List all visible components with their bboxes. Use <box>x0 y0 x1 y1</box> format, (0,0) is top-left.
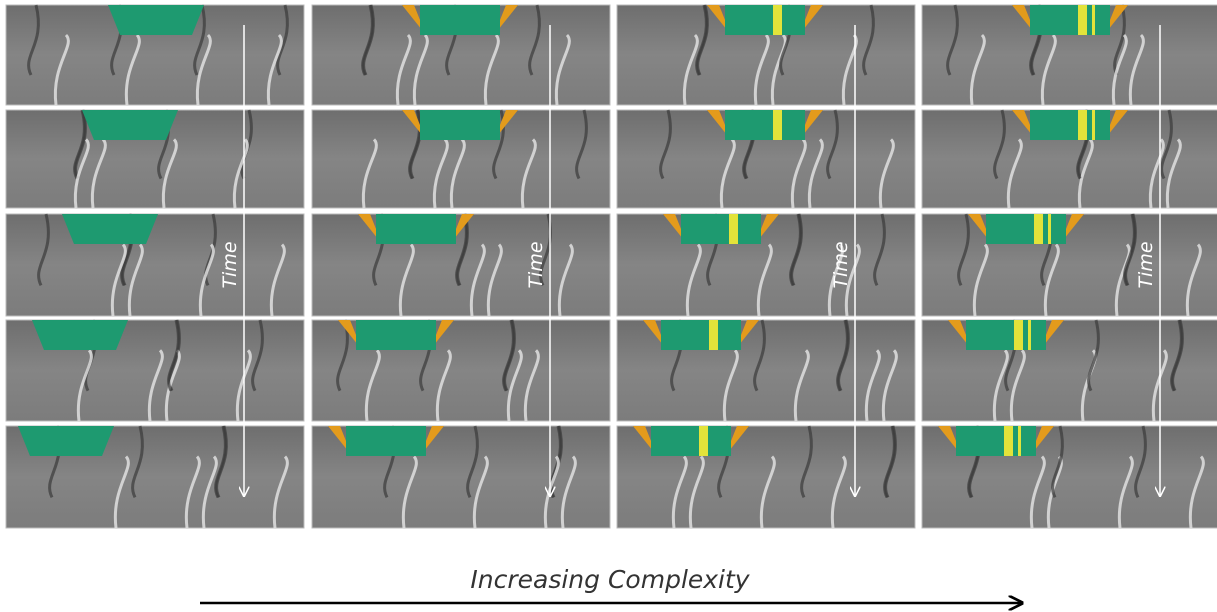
time-label: Time <box>830 241 852 288</box>
time-label: Time <box>1135 241 1157 288</box>
green-body <box>18 426 114 456</box>
yellow-bar <box>1078 110 1087 140</box>
green-body <box>725 5 805 35</box>
simulation-panel <box>922 426 1217 528</box>
simulation-panel <box>6 426 304 528</box>
green-body <box>420 110 500 140</box>
yellow-bar <box>1034 214 1043 244</box>
simulation-panel <box>312 5 610 105</box>
simulation-panel <box>617 214 915 316</box>
green-body <box>82 110 178 140</box>
green-body <box>376 214 456 244</box>
simulation-panel <box>617 426 915 528</box>
green-body <box>1030 5 1110 35</box>
green-body <box>356 320 436 350</box>
green-body <box>681 214 761 244</box>
panel-grid <box>6 5 1217 528</box>
green-body <box>108 5 204 35</box>
green-body <box>661 320 741 350</box>
yellow-bar <box>1048 214 1051 244</box>
simulation-panel <box>6 110 304 208</box>
simulation-panel <box>617 320 915 421</box>
simulation-panel <box>617 5 915 105</box>
yellow-bar <box>709 320 718 350</box>
green-body <box>420 5 500 35</box>
simulation-panel <box>6 214 304 316</box>
simulation-panel <box>617 110 915 208</box>
green-body <box>956 426 1036 456</box>
green-body <box>346 426 426 456</box>
simulation-panel <box>312 214 610 316</box>
simulation-panel <box>6 5 304 105</box>
simulation-panel <box>312 320 610 421</box>
yellow-bar <box>1018 426 1021 456</box>
green-body <box>966 320 1046 350</box>
yellow-bar <box>773 110 782 140</box>
yellow-bar <box>1078 5 1087 35</box>
simulation-panel <box>6 320 304 421</box>
yellow-bar <box>773 5 782 35</box>
green-body <box>651 426 731 456</box>
green-body <box>1030 110 1110 140</box>
yellow-bar <box>1092 110 1095 140</box>
time-label: Time <box>525 241 547 288</box>
yellow-bar <box>1028 320 1031 350</box>
yellow-bar <box>1092 5 1095 35</box>
simulation-panel <box>312 426 610 528</box>
simulation-panel <box>922 5 1217 105</box>
yellow-bar <box>729 214 738 244</box>
simulation-panel <box>922 320 1217 421</box>
yellow-bar <box>699 426 708 456</box>
simulation-panel <box>922 110 1217 208</box>
x-axis-label: Increasing Complexity <box>470 565 750 594</box>
simulation-panel <box>312 110 610 208</box>
time-label: Time <box>219 241 241 288</box>
green-body <box>32 320 128 350</box>
green-body <box>725 110 805 140</box>
yellow-bar <box>1014 320 1023 350</box>
yellow-bar <box>1004 426 1013 456</box>
green-body <box>62 214 158 244</box>
green-body <box>986 214 1066 244</box>
panel-background <box>6 214 304 316</box>
simulation-panel <box>922 214 1217 316</box>
figure: Time Time Time Time Increasing Complexity <box>0 0 1217 612</box>
